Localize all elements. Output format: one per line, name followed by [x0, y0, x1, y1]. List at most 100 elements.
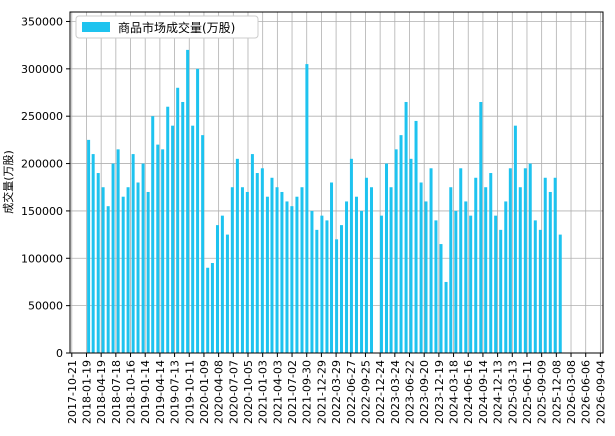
bar	[394, 149, 398, 353]
bar	[484, 187, 488, 353]
bar	[141, 163, 145, 353]
bar	[339, 225, 343, 353]
bar	[225, 234, 229, 353]
y-tick-label: 150000	[21, 205, 63, 218]
x-tick-label: 2022-09-25	[359, 360, 372, 424]
bar	[201, 135, 205, 353]
bar	[111, 163, 115, 353]
bar	[479, 101, 483, 353]
bar	[360, 210, 364, 353]
bar	[528, 163, 532, 353]
bar	[156, 144, 160, 353]
x-tick-label: 2017-10-21	[66, 360, 79, 424]
bar	[235, 158, 239, 353]
x-tick-label: 2026-06-06	[580, 360, 593, 424]
x-tick-label: 2021-01-03	[257, 360, 270, 424]
legend-box	[75, 15, 259, 39]
bar	[489, 173, 493, 353]
x-tick-label: 2021-09-30	[301, 360, 314, 424]
x-tick-label: 2018-10-16	[125, 360, 138, 424]
bar	[260, 168, 264, 353]
bar	[558, 234, 562, 353]
bar	[270, 177, 274, 353]
bar	[379, 215, 383, 353]
x-tick-label: 2018-01-19	[80, 360, 93, 424]
x-tick-label: 2021-12-29	[315, 360, 328, 424]
bar	[513, 125, 517, 354]
bar	[504, 201, 508, 353]
x-tick-label: 2025-06-11	[521, 360, 534, 424]
bar	[499, 229, 503, 353]
bar	[369, 187, 373, 353]
bar	[325, 220, 329, 353]
x-tick-label: 2025-09-09	[536, 360, 549, 424]
y-tick-label: 50000	[28, 300, 63, 313]
bar	[101, 187, 105, 353]
bar	[265, 196, 269, 353]
bar	[454, 210, 458, 353]
bar	[215, 225, 219, 353]
x-tick-label: 2026-09-04	[594, 360, 607, 424]
bar	[255, 173, 259, 353]
bar	[166, 106, 170, 353]
bar	[523, 168, 527, 353]
bar	[210, 263, 214, 353]
x-tick-label: 2018-07-18	[110, 360, 123, 424]
bar	[121, 196, 125, 353]
bar	[250, 154, 254, 353]
bar	[126, 187, 130, 353]
bar	[459, 168, 463, 353]
bar	[275, 187, 279, 353]
bar	[364, 177, 368, 353]
bar	[315, 229, 319, 353]
bar	[146, 191, 150, 353]
bar	[419, 182, 423, 353]
bar	[186, 49, 190, 354]
bar	[131, 154, 135, 353]
bar	[449, 187, 453, 353]
bar	[429, 168, 433, 353]
x-tick-label: 2018-04-19	[95, 360, 108, 424]
x-tick-label: 2021-07-02	[286, 360, 299, 424]
x-tick-label: 2022-06-27	[345, 360, 358, 424]
bar	[345, 201, 349, 353]
x-tick-label: 2020-07-07	[227, 360, 240, 424]
x-tick-label: 2022-03-29	[330, 360, 343, 424]
y-tick-label: 250000	[21, 110, 63, 123]
bar	[295, 196, 299, 353]
x-tick-label: 2026-03-08	[565, 360, 578, 424]
bar	[330, 182, 334, 353]
bar	[543, 177, 547, 353]
y-tick-label: 200000	[21, 158, 63, 171]
x-tick-label: 2023-12-19	[433, 360, 446, 424]
bar	[424, 201, 428, 353]
bar	[553, 177, 557, 353]
bar	[305, 64, 309, 353]
legend-label: 商品市场成交量(万股)	[118, 20, 235, 35]
y-axis-label: 成交量(万股)	[1, 150, 15, 214]
x-tick-label: 2023-09-20	[418, 360, 431, 424]
x-tick-label: 2024-12-13	[492, 360, 505, 424]
x-tick-label: 2020-10-05	[242, 360, 255, 424]
bar	[494, 215, 498, 353]
x-tick-label: 2019-01-14	[139, 360, 152, 424]
bar	[240, 187, 244, 353]
bar	[87, 139, 91, 353]
x-tick-label: 2019-07-13	[169, 360, 182, 424]
bar	[171, 125, 175, 354]
x-tick-label: 2020-01-09	[198, 360, 211, 424]
x-tick-label: 2020-04-08	[213, 360, 226, 424]
bar	[196, 68, 200, 353]
x-tick-label: 2024-09-14	[477, 360, 490, 424]
bar	[474, 177, 478, 353]
bar	[285, 201, 289, 353]
x-tick-label: 2024-03-18	[448, 360, 461, 424]
bar	[191, 125, 195, 354]
bar	[389, 187, 393, 353]
bar	[181, 101, 185, 353]
bar	[280, 191, 284, 353]
bar	[409, 158, 413, 353]
y-tick-label: 350000	[21, 15, 63, 28]
bar	[349, 158, 353, 353]
